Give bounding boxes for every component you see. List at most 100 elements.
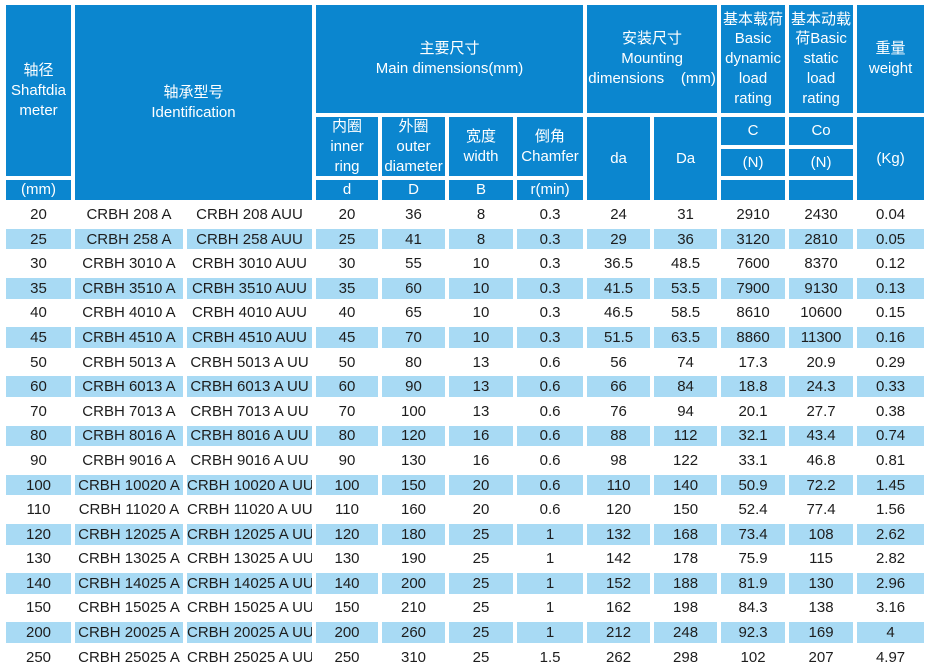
- cell-Da: 74: [652, 349, 720, 375]
- table-row: 90 CRBH 9016 A CRBH 9016 A UU 90 130 16 0.6 98 1…: [4, 448, 927, 473]
- cell-model-auu: CRBH 20025 A UU: [185, 620, 315, 645]
- cell-d: 100: [314, 472, 381, 498]
- cell-Co: 24.3: [787, 374, 856, 399]
- table-row: 80 CRBH 8016 A CRBH 8016 A UU 80 120 16 0.6 88 1…: [4, 423, 927, 449]
- cell-Da: 48.5: [652, 251, 720, 276]
- cell-shaft-dia: 50: [4, 349, 73, 375]
- table-row: 45 CRBH 4510 A CRBH 4510 AUU 45 70 10 0.3 51.5 6…: [4, 325, 927, 350]
- cell-r-min: 0.6: [515, 423, 586, 449]
- cell-d: 35: [314, 275, 381, 301]
- cell-B: 10: [447, 300, 516, 326]
- cell-D: 260: [380, 620, 448, 645]
- cell-C: 7900: [719, 275, 788, 301]
- cell-d: 20: [314, 202, 381, 227]
- cell-C: 75.9: [719, 546, 788, 572]
- table-row: 30 CRBH 3010 A CRBH 3010 AUU 30 55 10 0.3 36.5 4…: [4, 251, 927, 276]
- cell-shaft-dia: 110: [4, 497, 73, 522]
- cell-model-a: CRBH 14025 A: [73, 571, 185, 596]
- cell-B: 16: [447, 448, 516, 473]
- cell-C: 32.1: [719, 423, 788, 449]
- cell-C: 33.1: [719, 448, 788, 473]
- cell-model-auu: CRBH 3010 AUU: [185, 251, 315, 276]
- cell-d: 90: [314, 448, 381, 473]
- cell-r-min: 1: [515, 595, 586, 621]
- cell-da: 120: [585, 497, 653, 522]
- cell-B: 25: [447, 521, 516, 547]
- cell-Da: 58.5: [652, 300, 720, 326]
- cell-D: 36: [380, 202, 448, 227]
- cell-d: 250: [314, 644, 381, 669]
- cell-d: 25: [314, 226, 381, 252]
- cell-Co: 10600: [787, 300, 856, 326]
- cell-C: 7600: [719, 251, 788, 276]
- cell-Da: 122: [652, 448, 720, 473]
- cell-Da: 248: [652, 620, 720, 645]
- header-d: d: [314, 178, 381, 203]
- cell-da: 88: [585, 423, 653, 449]
- cell-model-auu: CRBH 4510 AUU: [185, 325, 315, 350]
- cell-D: 41: [380, 226, 448, 252]
- cell-Da: 140: [652, 472, 720, 498]
- header-empty-cell-C: [719, 178, 788, 203]
- cell-weight: 0.33: [855, 374, 927, 399]
- cell-r-min: 0.3: [515, 275, 586, 301]
- cell-B: 25: [447, 571, 516, 596]
- header-shaft-diameter: 轴径 Shaftdia meter: [4, 3, 73, 179]
- cell-D: 60: [380, 275, 448, 301]
- cell-D: 200: [380, 571, 448, 596]
- cell-da: 212: [585, 620, 653, 645]
- cell-da: 162: [585, 595, 653, 621]
- table-row: 140 CRBH 14025 A CRBH 14025 A UU 140 200 25 1 1…: [4, 571, 927, 596]
- cell-weight: 1.45: [855, 472, 927, 498]
- cell-Da: 188: [652, 571, 720, 596]
- cell-da: 24: [585, 202, 653, 227]
- header-outer-diameter: 外圈outer diameter: [380, 115, 448, 179]
- cell-C: 52.4: [719, 497, 788, 522]
- cell-Co: 108: [787, 521, 856, 547]
- table-row: 20 CRBH 208 A CRBH 208 AUU 20 36 8 0.3 24 31 2910…: [4, 202, 927, 227]
- cell-da: 46.5: [585, 300, 653, 326]
- cell-model-a: CRBH 258 A: [73, 226, 185, 252]
- cell-B: 10: [447, 325, 516, 350]
- cell-weight: 2.82: [855, 546, 927, 572]
- cell-d: 45: [314, 325, 381, 350]
- cell-model-auu: CRBH 3510 AUU: [185, 275, 315, 301]
- cell-d: 130: [314, 546, 381, 572]
- header-inner-ring: 内圈 inner ring: [314, 115, 381, 179]
- cell-Da: 168: [652, 521, 720, 547]
- header-B: B: [447, 178, 516, 203]
- cell-da: 29: [585, 226, 653, 252]
- cell-B: 20: [447, 472, 516, 498]
- cell-model-auu: CRBH 13025 A UU: [185, 546, 315, 572]
- table-row: 50 CRBH 5013 A CRBH 5013 A UU 50 80 13 0.6 56 74…: [4, 349, 927, 375]
- cell-da: 262: [585, 644, 653, 669]
- cell-d: 60: [314, 374, 381, 399]
- cell-D: 65: [380, 300, 448, 326]
- cell-model-a: CRBH 9016 A: [73, 448, 185, 473]
- cell-d: 70: [314, 398, 381, 424]
- cell-Co: 138: [787, 595, 856, 621]
- cell-D: 100: [380, 398, 448, 424]
- cell-B: 25: [447, 620, 516, 645]
- cell-weight: 0.04: [855, 202, 927, 227]
- cell-weight: 0.15: [855, 300, 927, 326]
- bearing-spec-page: 轴径 Shaftdia meter 轴承型号 Identification 主要…: [4, 3, 927, 669]
- cell-C: 92.3: [719, 620, 788, 645]
- cell-model-a: CRBH 5013 A: [73, 349, 185, 375]
- cell-r-min: 0.6: [515, 472, 586, 498]
- cell-da: 152: [585, 571, 653, 596]
- cell-C: 20.1: [719, 398, 788, 424]
- cell-shaft-dia: 20: [4, 202, 73, 227]
- cell-model-a: CRBH 3510 A: [73, 275, 185, 301]
- cell-C: 17.3: [719, 349, 788, 375]
- cell-Co: 43.4: [787, 423, 856, 449]
- cell-Co: 11300: [787, 325, 856, 350]
- cell-model-auu: CRBH 208 AUU: [185, 202, 315, 227]
- cell-r-min: 1: [515, 620, 586, 645]
- cell-weight: 4.97: [855, 644, 927, 669]
- cell-Da: 198: [652, 595, 720, 621]
- cell-da: 41.5: [585, 275, 653, 301]
- table-row: 130 CRBH 13025 A CRBH 13025 A UU 130 190 25 1 1…: [4, 546, 927, 572]
- cell-weight: 0.13: [855, 275, 927, 301]
- bearing-dimensions-table: 轴径 Shaftdia meter 轴承型号 Identification 主要…: [4, 3, 927, 669]
